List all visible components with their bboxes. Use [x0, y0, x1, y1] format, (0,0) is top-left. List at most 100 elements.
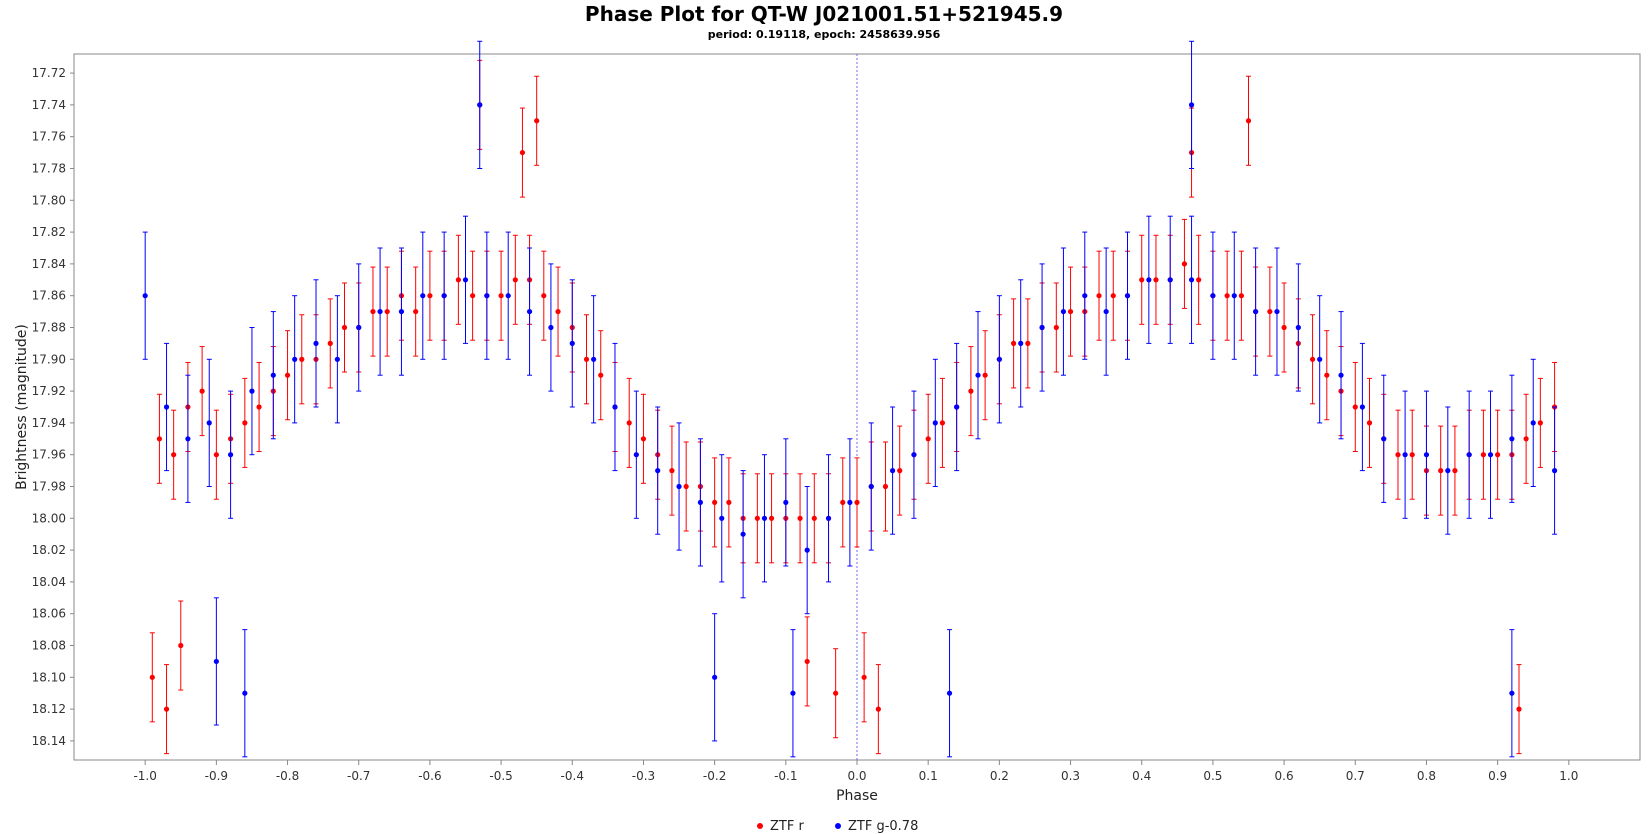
data-point	[1196, 277, 1202, 283]
data-point	[768, 515, 775, 521]
x-tick-label: 0.1	[919, 769, 938, 783]
data-series	[142, 40, 1558, 758]
data-point	[946, 690, 953, 696]
data-point	[1231, 293, 1237, 299]
x-tick-label: 0.0	[847, 769, 866, 783]
data-point	[505, 293, 511, 299]
data-point	[790, 690, 796, 696]
data-point	[804, 547, 810, 553]
data-point	[1039, 324, 1045, 331]
data-point	[1224, 293, 1230, 299]
data-point	[882, 483, 889, 490]
legend-label: ZTF r	[770, 819, 804, 834]
data-point	[797, 515, 803, 521]
data-point	[583, 356, 590, 362]
y-tick-label: 17.78	[32, 161, 66, 175]
data-point	[1359, 404, 1365, 410]
data-point	[249, 388, 255, 394]
data-point	[1053, 324, 1059, 331]
x-axis-label: Phase	[836, 788, 878, 804]
x-tick-label: 0.6	[1275, 769, 1294, 783]
data-point	[1267, 308, 1273, 315]
data-point	[1025, 340, 1031, 346]
data-point	[1018, 340, 1024, 346]
data-point	[242, 420, 248, 426]
data-point	[512, 277, 518, 283]
legend-marker	[835, 823, 841, 829]
data-point	[1480, 452, 1486, 458]
data-point	[612, 404, 618, 410]
data-point	[804, 658, 810, 665]
legend: ZTF r ZTF g-0.78	[757, 819, 918, 834]
x-tick-label: 0.8	[1417, 769, 1436, 783]
data-point	[441, 293, 447, 299]
data-point	[206, 420, 212, 426]
data-point	[1139, 277, 1145, 283]
y-tick-label: 17.88	[32, 320, 66, 334]
data-point	[213, 452, 219, 458]
y-tick-label: 18.12	[32, 702, 66, 716]
x-tick-label: 0.5	[1203, 769, 1222, 783]
data-point	[1445, 468, 1451, 474]
x-tick-label: -0.3	[632, 769, 655, 783]
data-point	[655, 468, 661, 474]
data-point	[897, 468, 903, 474]
data-point	[284, 372, 291, 378]
data-point	[740, 531, 746, 537]
legend-marker	[757, 823, 763, 829]
data-point	[1381, 436, 1387, 442]
data-point	[1153, 277, 1159, 283]
data-point	[1324, 372, 1330, 378]
data-point	[534, 118, 540, 124]
y-tick-label: 18.08	[32, 639, 66, 653]
data-point	[1188, 102, 1195, 108]
data-point	[555, 308, 561, 315]
data-point	[847, 499, 853, 506]
data-point	[1082, 293, 1088, 299]
y-tick-label: 17.84	[32, 257, 66, 271]
data-point	[719, 515, 725, 521]
data-point	[1309, 356, 1316, 362]
data-point	[932, 420, 938, 426]
data-point	[1281, 324, 1287, 331]
data-point	[213, 658, 219, 665]
data-point	[1188, 277, 1195, 283]
data-point	[462, 277, 469, 283]
data-point	[142, 293, 148, 299]
data-point	[163, 404, 170, 410]
data-point	[1509, 690, 1515, 696]
x-axis: -1.0 -0.9 -0.8 -0.7 -0.6 -0.5 -0.4 -0.3 -0.2 -0.1…	[133, 760, 1578, 783]
data-point	[1011, 340, 1017, 346]
data-point	[228, 452, 234, 458]
x-tick-label: 0.2	[990, 769, 1009, 783]
data-point	[341, 324, 348, 331]
legend-label: ZTF g-0.78	[848, 819, 918, 834]
data-point	[1516, 706, 1522, 712]
data-point	[541, 293, 547, 299]
data-point	[591, 356, 597, 362]
data-point	[1523, 436, 1529, 442]
data-point	[569, 340, 575, 346]
x-tick-label: -0.2	[703, 769, 726, 783]
data-point	[683, 483, 689, 490]
y-axis: 17.72 17.74 17.76 17.78 17.80 17.82 17.84 17.86…	[32, 66, 74, 748]
data-point	[833, 690, 839, 696]
data-point	[1537, 420, 1543, 426]
x-tick-label: -0.4	[561, 769, 584, 783]
data-point	[1409, 452, 1415, 458]
data-point	[925, 436, 931, 442]
data-point	[1551, 468, 1558, 474]
data-point	[199, 388, 205, 394]
data-point	[712, 499, 718, 506]
data-point	[1395, 452, 1401, 458]
data-point	[1438, 468, 1444, 474]
data-point	[242, 690, 248, 696]
data-point	[1274, 308, 1280, 315]
data-point	[149, 674, 155, 680]
y-tick-label: 17.76	[32, 130, 66, 144]
data-point	[1060, 308, 1067, 315]
data-point	[327, 340, 333, 346]
data-point	[1146, 277, 1152, 283]
data-point	[178, 642, 184, 649]
data-point	[156, 436, 163, 442]
